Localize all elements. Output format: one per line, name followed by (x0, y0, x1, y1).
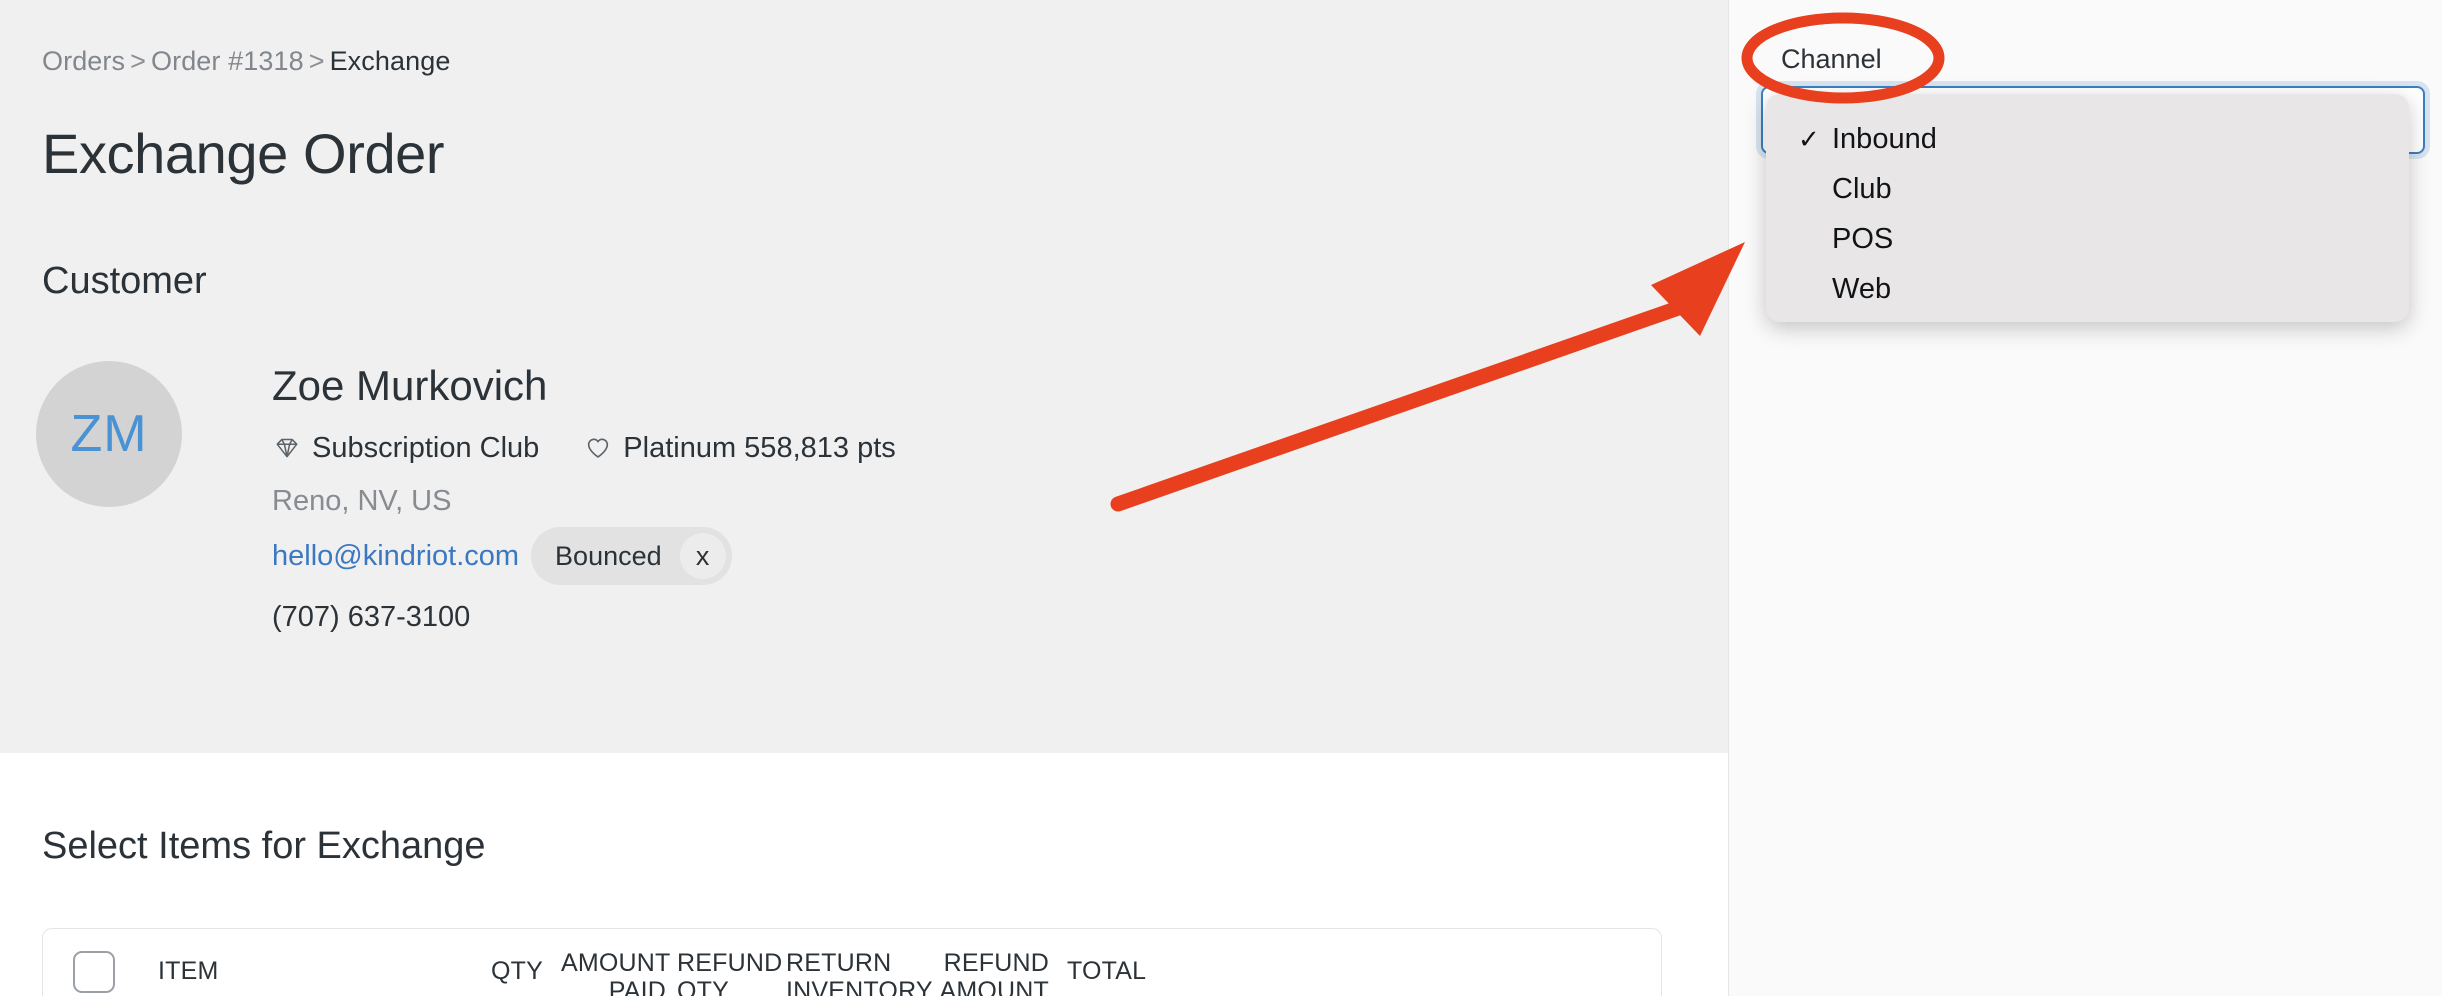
column-header-refund-qty-line1: REFUND (677, 949, 783, 977)
customer-email-link[interactable]: hello@kindriot.com (272, 539, 520, 572)
diamond-icon (272, 433, 302, 463)
loyalty-tag: Platinum 558,813 pts (583, 431, 896, 464)
main-content-column: Orders > Order #1318 > Exchange Exchange Ord… (0, 0, 1728, 996)
customer-name: Zoe Murkovich (272, 362, 548, 409)
channel-dropdown: ✓ Inbound Club POS Web (1766, 94, 2409, 322)
breadcrumb-item-orders[interactable]: Orders (42, 46, 126, 76)
close-icon[interactable]: x (679, 533, 726, 579)
column-header-amount-paid: AMOUNT PAID (561, 949, 671, 996)
page-title: Exchange Order (42, 122, 445, 185)
column-header-refund-amount: REFUND AMOUNT (931, 949, 1049, 996)
column-header-item: ITEM (158, 957, 219, 985)
customer-section-background (0, 0, 1728, 753)
items-table: ITEM QTY AMOUNT PAID REFUND QTY RETURN I… (42, 928, 1662, 996)
column-header-return-inventory-line2: INVENTORY (786, 977, 933, 996)
customer-phone: (707) 637-3100 (272, 601, 471, 633)
customer-email-row: hello@kindriot.com Bounced x (272, 527, 732, 585)
items-table-header-row: ITEM QTY AMOUNT PAID REFUND QTY RETURN I… (43, 929, 1661, 996)
breadcrumb-item-order[interactable]: Order #1318 (151, 46, 304, 76)
customer-tags: Subscription Club Platinum 558,813 pts (272, 433, 896, 463)
breadcrumb: Orders > Order #1318 > Exchange (42, 48, 450, 75)
customer-section-heading: Customer (42, 260, 207, 302)
dropdown-option-pos-label: POS (1832, 222, 1894, 255)
column-header-return-inventory: RETURN INVENTORY (786, 949, 933, 996)
column-header-refund-amount-line1: REFUND (943, 949, 1049, 977)
column-header-amount-paid-line2: PAID (608, 977, 666, 996)
avatar-initials: ZM (70, 405, 148, 463)
column-header-return-inventory-line1: RETURN (786, 949, 892, 977)
membership-label: Subscription Club (312, 431, 540, 464)
breadcrumb-separator-2: > (308, 46, 325, 76)
email-status-label: Bounced (555, 540, 662, 571)
dropdown-option-web[interactable]: Web (1766, 264, 2409, 314)
dropdown-option-inbound[interactable]: ✓ Inbound (1766, 114, 2409, 164)
column-header-refund-amount-line2: AMOUNT (939, 977, 1049, 996)
heart-icon (583, 433, 613, 463)
items-section-heading: Select Items for Exchange (42, 825, 486, 867)
membership-tag: Subscription Club (272, 433, 539, 463)
breadcrumb-item-exchange: Exchange (329, 46, 451, 76)
loyalty-label: Platinum 558,813 pts (623, 431, 896, 464)
column-header-refund-qty: REFUND QTY (677, 949, 782, 996)
column-header-qty: QTY (491, 957, 543, 985)
customer-location: Reno, NV, US (272, 485, 452, 517)
breadcrumb-separator-1: > (130, 46, 146, 76)
dropdown-option-inbound-label: Inbound (1832, 122, 1937, 155)
dropdown-option-club[interactable]: Club (1766, 164, 2409, 214)
dropdown-option-club-label: Club (1832, 172, 1892, 205)
select-all-cell (73, 951, 115, 993)
channel-field-label: Channel (1781, 44, 1882, 74)
check-icon: ✓ (1798, 124, 1820, 154)
column-header-refund-qty-line2: QTY (677, 977, 729, 996)
dropdown-option-pos[interactable]: POS (1766, 214, 2409, 264)
dropdown-option-web-label: Web (1832, 272, 1892, 305)
avatar: ZM (36, 361, 182, 507)
column-header-total: TOTAL (1067, 957, 1147, 985)
email-status-badge: Bounced x (531, 527, 732, 585)
column-header-amount-paid-line1: AMOUNT (561, 949, 671, 977)
select-all-checkbox[interactable] (73, 951, 115, 993)
